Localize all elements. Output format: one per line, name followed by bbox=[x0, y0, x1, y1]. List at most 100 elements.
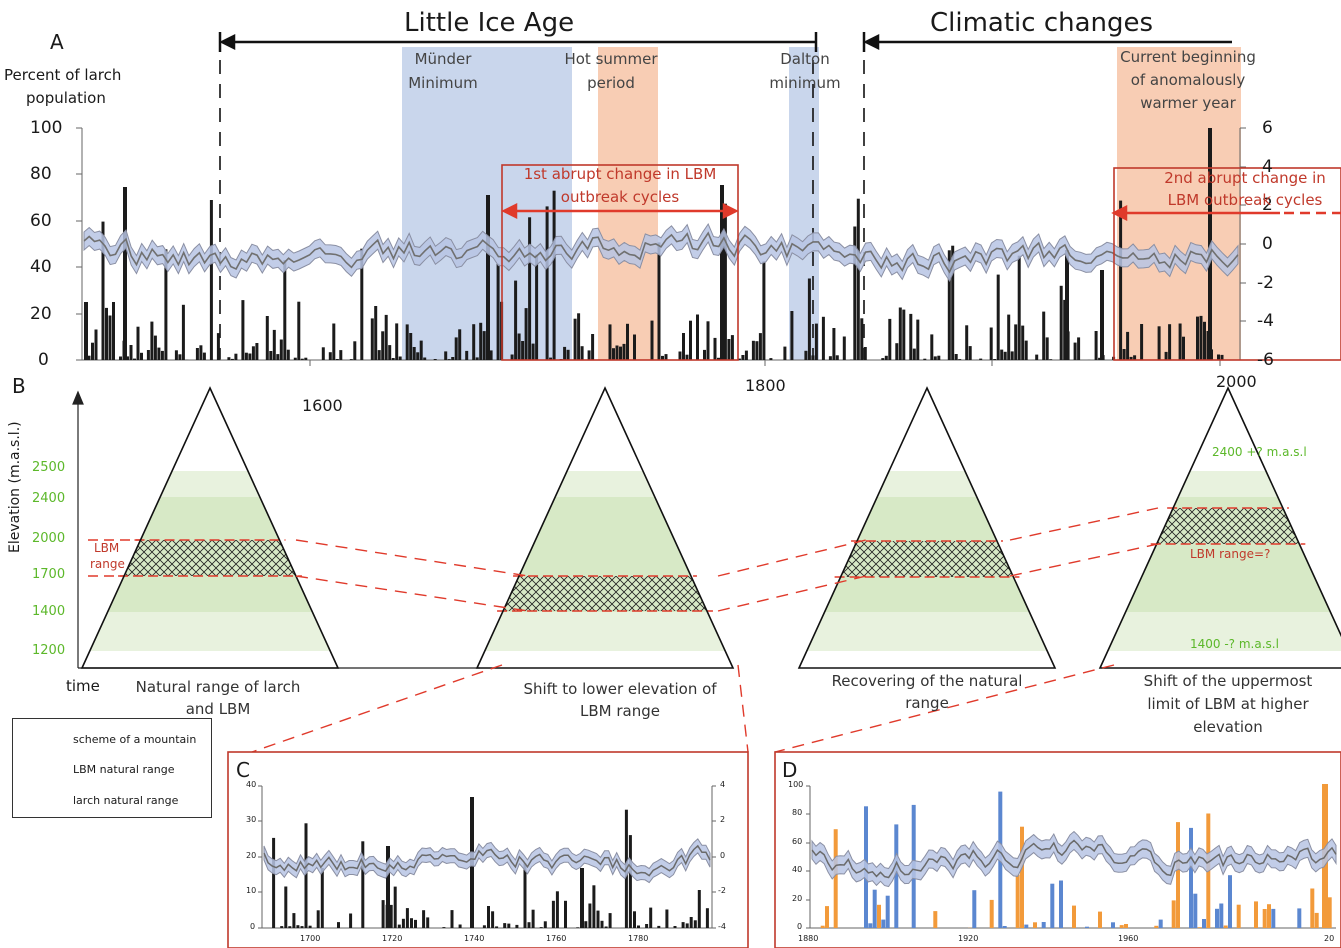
bar bbox=[894, 824, 899, 928]
bar bbox=[361, 841, 365, 928]
a-left-tick: 100 bbox=[30, 118, 63, 138]
bar bbox=[584, 921, 588, 928]
bar bbox=[1196, 316, 1199, 360]
bar bbox=[444, 351, 448, 360]
current-warm-band bbox=[1117, 47, 1241, 360]
panel-d-band bbox=[811, 830, 1337, 888]
first-change-box bbox=[501, 164, 739, 361]
bar bbox=[1168, 324, 1172, 360]
bar bbox=[884, 355, 888, 360]
bar bbox=[657, 925, 661, 928]
bar bbox=[491, 911, 495, 928]
bar bbox=[842, 336, 846, 360]
bar bbox=[524, 308, 528, 360]
dalton-label-1: Dalton bbox=[780, 50, 830, 68]
c-left-tick: 0 bbox=[250, 922, 256, 931]
bar bbox=[84, 302, 88, 360]
bar bbox=[633, 911, 636, 928]
bar bbox=[755, 341, 759, 360]
legend-larch: larch natural range bbox=[73, 794, 179, 807]
bar bbox=[1129, 356, 1133, 360]
bar bbox=[703, 349, 706, 360]
bar bbox=[552, 190, 556, 360]
bar bbox=[521, 341, 525, 360]
elev-tick: 1700 bbox=[32, 567, 66, 582]
bar bbox=[321, 347, 325, 360]
bar bbox=[433, 359, 437, 360]
bar bbox=[696, 314, 699, 360]
panel-d bbox=[774, 751, 1341, 948]
bar bbox=[1041, 922, 1046, 928]
lbm-range bbox=[1156, 508, 1300, 544]
bar bbox=[1178, 323, 1182, 360]
bar bbox=[1015, 874, 1020, 928]
bar bbox=[482, 925, 486, 928]
bar bbox=[650, 320, 654, 360]
bar bbox=[720, 185, 724, 360]
bar bbox=[209, 200, 213, 360]
a-axis-title-2: population bbox=[26, 89, 106, 107]
a-right-tick: 0 bbox=[1262, 234, 1273, 254]
bar bbox=[280, 926, 284, 928]
bar bbox=[820, 925, 825, 928]
panel-d-label: D bbox=[782, 758, 798, 782]
bar bbox=[933, 911, 938, 928]
bar bbox=[269, 351, 273, 360]
panel-c-label: C bbox=[236, 758, 250, 782]
bar bbox=[958, 359, 962, 360]
caption-1-line-1: Natural range of larch bbox=[135, 678, 301, 696]
bar bbox=[150, 321, 154, 360]
bar bbox=[300, 358, 304, 360]
bar bbox=[689, 917, 693, 928]
bar bbox=[328, 352, 332, 360]
bar bbox=[954, 354, 958, 360]
bar bbox=[758, 333, 762, 360]
munder-label-2: Minimum bbox=[408, 74, 478, 92]
bar bbox=[1035, 354, 1039, 360]
a-right-tick: 4 bbox=[1262, 157, 1273, 177]
lbm-range-question: LBM range=? bbox=[1190, 547, 1271, 561]
bar bbox=[1126, 331, 1130, 360]
c-x-tick: 1720 bbox=[382, 934, 403, 943]
bar bbox=[821, 316, 825, 360]
bar bbox=[91, 342, 94, 360]
bar bbox=[989, 899, 994, 928]
bar bbox=[423, 357, 427, 360]
bar bbox=[1236, 904, 1241, 928]
a-left-tick: 60 bbox=[30, 211, 52, 231]
bar bbox=[1045, 337, 1049, 360]
bar bbox=[284, 886, 288, 928]
bar bbox=[447, 359, 451, 360]
bar bbox=[495, 926, 499, 928]
mountain-3 bbox=[797, 386, 1057, 669]
bar bbox=[626, 323, 629, 360]
bar bbox=[414, 919, 417, 928]
bar bbox=[1171, 900, 1176, 928]
bar bbox=[442, 927, 446, 928]
bar bbox=[825, 906, 829, 928]
bar bbox=[1063, 299, 1067, 360]
mountain-outline bbox=[797, 386, 1057, 669]
c-x-tick: 1740 bbox=[464, 934, 485, 943]
bar bbox=[279, 339, 283, 360]
bar bbox=[157, 347, 161, 360]
panel-c-band bbox=[263, 838, 711, 884]
bar bbox=[227, 357, 231, 360]
current-label-2: of anomalously bbox=[1130, 71, 1246, 89]
bar bbox=[401, 918, 405, 928]
bar bbox=[539, 927, 543, 928]
bar bbox=[872, 889, 877, 928]
bar bbox=[1007, 314, 1011, 360]
bar bbox=[580, 868, 584, 928]
bar bbox=[1327, 897, 1332, 928]
hot-summer-label-1: Hot summer bbox=[564, 50, 658, 68]
bar bbox=[1098, 357, 1102, 360]
bar bbox=[947, 250, 951, 360]
munder-label-1: Münder bbox=[414, 50, 472, 68]
bar bbox=[416, 352, 420, 360]
bar bbox=[450, 910, 454, 928]
bar bbox=[514, 280, 518, 360]
bar bbox=[1271, 908, 1276, 928]
bar bbox=[391, 358, 395, 360]
bar bbox=[384, 314, 388, 360]
